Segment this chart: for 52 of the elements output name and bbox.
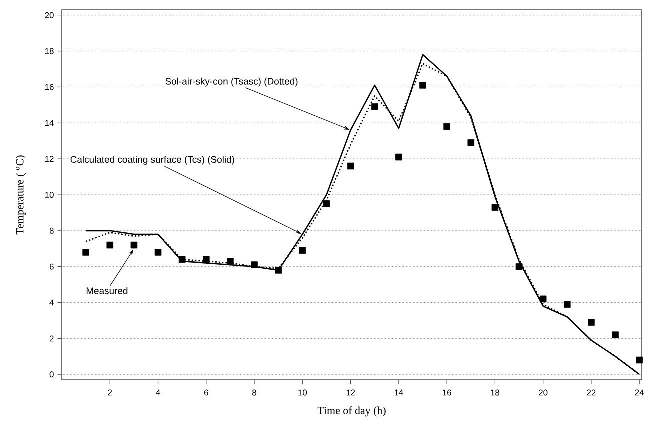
x-tick-label: 4	[156, 390, 160, 396]
y-axis-title: Temperature ( $^{o}$C)	[16, 156, 26, 235]
point	[612, 332, 619, 338]
y-tick-label: 2	[50, 336, 54, 342]
y-tick-label: 6	[50, 264, 54, 270]
point	[299, 247, 306, 254]
point	[588, 319, 595, 326]
annotation: Measured	[86, 287, 128, 294]
point	[203, 256, 210, 264]
y-tick-label: 14	[45, 120, 54, 126]
point	[130, 242, 138, 249]
point	[564, 301, 571, 308]
x-tick-label: 16	[443, 390, 452, 396]
point	[468, 140, 475, 146]
point	[251, 262, 258, 268]
point	[540, 296, 547, 303]
x-tick-label: 18	[491, 390, 500, 396]
point	[82, 249, 90, 256]
annotation: Sol-air-sky-con (Tsasc) (Dotted)	[166, 78, 298, 87]
y-tick-label: 12	[45, 156, 54, 162]
point	[347, 162, 354, 170]
point	[106, 242, 114, 249]
x-tick-label: 6	[204, 390, 208, 396]
point	[492, 204, 499, 211]
x-tick-label: 22	[587, 390, 596, 396]
y-tick-label: 4	[50, 300, 54, 306]
point	[636, 356, 643, 364]
point	[227, 258, 234, 265]
point	[371, 104, 378, 110]
point	[444, 123, 450, 130]
y-tick-label: 16	[45, 84, 54, 90]
point	[420, 82, 426, 89]
annotation: Calculated coating surface (Tcs) (Solid)	[70, 156, 234, 165]
point	[178, 256, 186, 264]
x-tick-label: 20	[539, 390, 548, 396]
y-tick-label: 0	[50, 372, 54, 378]
point	[154, 249, 162, 256]
x-tick-label: 2	[108, 390, 112, 396]
y-tick-label: 8	[50, 228, 54, 234]
y-tick-label: 10	[45, 192, 54, 198]
point	[516, 263, 523, 270]
point	[396, 154, 402, 161]
point	[323, 200, 330, 208]
x-tick-label: 12	[346, 390, 356, 396]
y-tick-label: 18	[45, 48, 54, 54]
x-tick-label: 8	[252, 390, 257, 396]
x-tick-label: 14	[394, 390, 404, 396]
x-axis-title: Time of day (h)	[318, 406, 386, 417]
y-tick-label: 20	[45, 12, 54, 18]
x-tick-label: 10	[298, 390, 308, 396]
x-tick-label: 24	[635, 390, 644, 396]
point	[275, 267, 282, 274]
